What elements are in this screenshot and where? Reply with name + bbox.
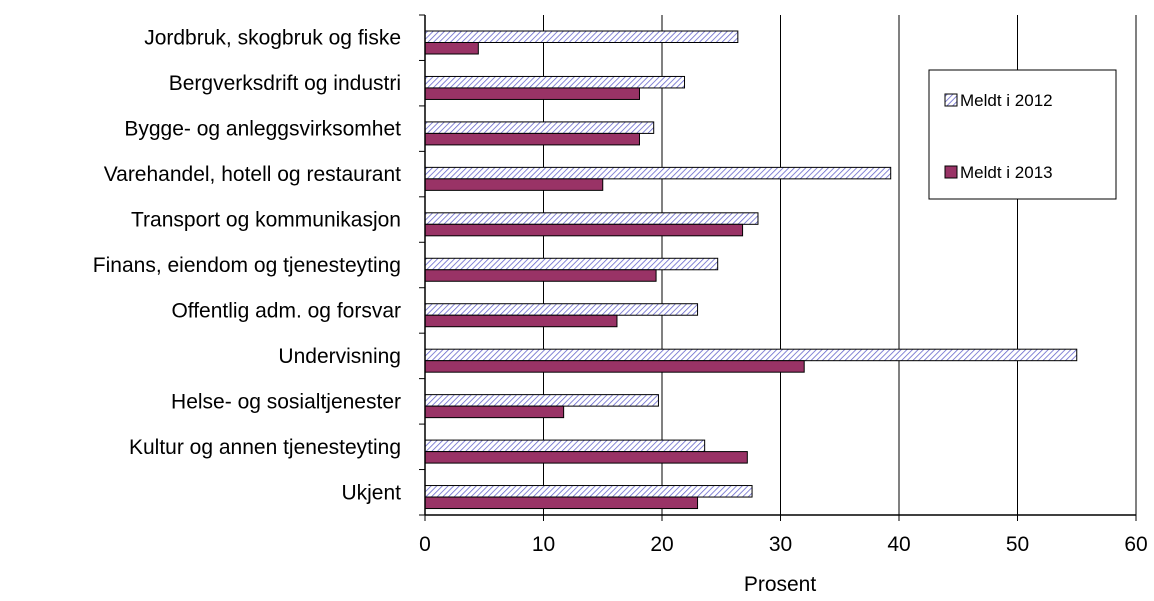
bar-2013	[424, 42, 479, 55]
bar-2012	[424, 257, 719, 271]
bar-2013	[424, 360, 805, 373]
category-label: Transport og kommunikasjon	[131, 209, 401, 232]
legend-label-2013: Meldt i 2013	[960, 163, 1053, 182]
category-label: Helse- og sosialtjenester	[171, 390, 401, 413]
category-label: Jordbruk, skogbruk og fiske	[144, 27, 401, 50]
x-tick-label: 30	[769, 533, 792, 556]
bar-2012	[424, 485, 753, 498]
bar-2013	[424, 314, 618, 328]
bar-2012	[424, 212, 759, 225]
x-axis-title: Prosent	[744, 573, 817, 596]
category-label: Varehandel, hotell og restaurant	[104, 163, 401, 186]
bar-2013	[424, 451, 748, 464]
category-label: Finans, eiendom og tjenesteyting	[93, 254, 401, 277]
x-tick-label: 20	[650, 533, 673, 556]
bar-2013	[424, 405, 565, 419]
category-label: Bergverksdrift og industri	[169, 72, 401, 95]
legend-swatch-2013	[944, 165, 958, 179]
bar-2013	[424, 496, 699, 510]
bar-2013	[424, 178, 604, 191]
x-tick-labels: 0 10 20 30 40 50 60	[419, 533, 1148, 556]
category-label: Bygge- og anleggsvirksomhet	[124, 118, 401, 141]
bar-2013	[424, 87, 640, 100]
axes	[419, 14, 1137, 521]
bar-2012	[424, 439, 706, 453]
category-label: Undervisning	[278, 345, 401, 368]
legend-label-2012: Meldt i 2012	[960, 91, 1053, 110]
category-label: Ukjent	[341, 481, 401, 504]
x-tick-label: 50	[1006, 533, 1029, 556]
x-tick-label: 40	[887, 533, 910, 556]
bar-2013	[424, 223, 744, 237]
bar-2012	[424, 394, 659, 407]
bars	[424, 30, 1078, 510]
legend-box	[928, 69, 1117, 200]
bar-2012	[424, 75, 686, 89]
x-tick-label: 10	[532, 533, 555, 556]
bar-2012	[424, 348, 1078, 362]
bar-2012	[424, 166, 892, 180]
bar-2012	[424, 30, 739, 43]
category-label: Kultur og annen tjenesteyting	[129, 436, 401, 459]
x-tick-label: 0	[419, 533, 431, 556]
x-tick-label: 60	[1124, 533, 1147, 556]
bar-2013	[424, 132, 640, 146]
legend-swatch-2012	[944, 93, 958, 107]
bar-2013	[424, 269, 657, 282]
bar-2012	[424, 303, 699, 316]
category-labels: Jordbruk, skogbruk og fiske Bergverksdrif…	[93, 27, 401, 505]
legend: Meldt i 2012 Meldt i 2013	[928, 69, 1117, 200]
category-label: Offentlig adm. og forsvar	[171, 299, 401, 322]
bar-2012	[424, 121, 655, 134]
